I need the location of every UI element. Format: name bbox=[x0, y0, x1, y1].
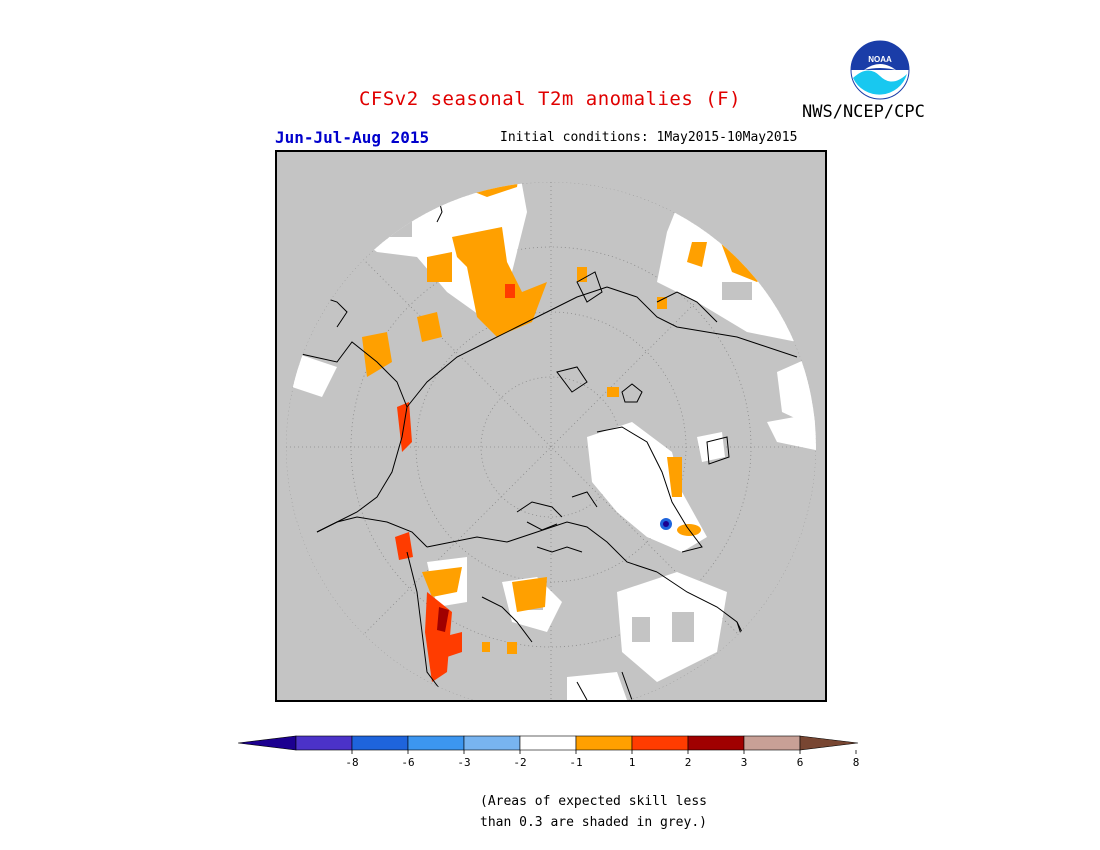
coastlines bbox=[291, 182, 798, 700]
legend-swatch bbox=[295, 735, 353, 751]
legend-tick-label: 1 bbox=[629, 756, 636, 769]
legend-tick-label: -3 bbox=[457, 756, 470, 769]
strong-warm-anomaly-areas bbox=[395, 284, 515, 682]
agency-label: NWS/NCEP/CPC bbox=[802, 102, 925, 122]
legend-tick-label: -2 bbox=[513, 756, 526, 769]
map-disc bbox=[286, 182, 816, 700]
legend-swatch-below-min bbox=[238, 735, 297, 751]
legend-swatch bbox=[743, 735, 801, 751]
legend-swatch bbox=[631, 735, 689, 751]
legend-swatch bbox=[575, 735, 633, 751]
chart-title: CFSv2 seasonal T2m anomalies (F) bbox=[358, 88, 742, 110]
legend-swatch bbox=[519, 735, 577, 751]
legend-tick-label: 3 bbox=[741, 756, 748, 769]
legend-swatch-above-max bbox=[799, 735, 859, 751]
legend-tick-label: -1 bbox=[569, 756, 582, 769]
skill-footnote: (Areas of expected skill less than 0.3 a… bbox=[480, 791, 707, 833]
legend-tick-label: 2 bbox=[685, 756, 692, 769]
legend-swatch bbox=[407, 735, 465, 751]
footnote-line-2: than 0.3 are shaded in grey.) bbox=[480, 815, 707, 830]
forecast-period: Jun-Jul-Aug 2015 bbox=[275, 128, 430, 147]
svg-text:NOAA: NOAA bbox=[868, 55, 892, 64]
legend-swatch bbox=[463, 735, 521, 751]
legend-tick-label: -8 bbox=[345, 756, 358, 769]
polar-map bbox=[275, 150, 827, 702]
legend-tick-label: -6 bbox=[401, 756, 414, 769]
initial-conditions: Initial conditions: 1May2015-10May2015 bbox=[500, 130, 798, 145]
footnote-line-1: (Areas of expected skill less bbox=[480, 794, 707, 809]
near-normal-areas bbox=[292, 182, 816, 700]
legend-swatch bbox=[687, 735, 745, 751]
cold-anomaly-spot bbox=[660, 518, 672, 530]
legend-tick-label: 6 bbox=[797, 756, 804, 769]
legend-swatch bbox=[351, 735, 409, 751]
very-warm-anomaly-areas bbox=[437, 607, 449, 632]
legend-tick-label: 8 bbox=[853, 756, 860, 769]
color-legend: -8 -6 -3 -2 -1 1 2 3 6 8 bbox=[238, 735, 860, 769]
noaa-logo: NOAA bbox=[850, 40, 910, 100]
